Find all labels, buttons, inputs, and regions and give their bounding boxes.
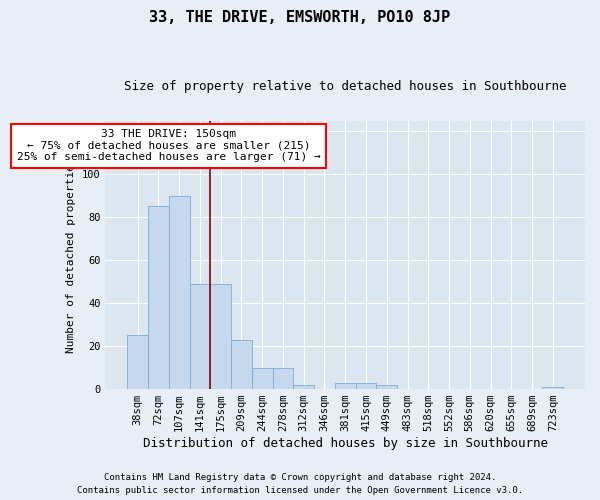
Bar [190, 284, 211, 389]
X-axis label: Distribution of detached houses by size in Southbourne: Distribution of detached houses by size … [143, 437, 548, 450]
Bar [293, 385, 314, 389]
Text: 33, THE DRIVE, EMSWORTH, PO10 8JP: 33, THE DRIVE, EMSWORTH, PO10 8JP [149, 10, 451, 25]
Bar [542, 387, 563, 389]
Text: Contains HM Land Registry data © Crown copyright and database right 2024.
Contai: Contains HM Land Registry data © Crown c… [77, 474, 523, 495]
Bar [127, 336, 148, 389]
Bar [272, 368, 293, 389]
Bar [211, 284, 231, 389]
Bar [356, 382, 376, 389]
Bar [169, 196, 190, 389]
Bar [148, 206, 169, 389]
Bar [335, 382, 356, 389]
Y-axis label: Number of detached properties: Number of detached properties [67, 157, 76, 352]
Bar [231, 340, 252, 389]
Title: Size of property relative to detached houses in Southbourne: Size of property relative to detached ho… [124, 80, 566, 93]
Bar [252, 368, 272, 389]
Bar [376, 385, 397, 389]
Text: 33 THE DRIVE: 150sqm
← 75% of detached houses are smaller (215)
25% of semi-deta: 33 THE DRIVE: 150sqm ← 75% of detached h… [17, 129, 320, 162]
